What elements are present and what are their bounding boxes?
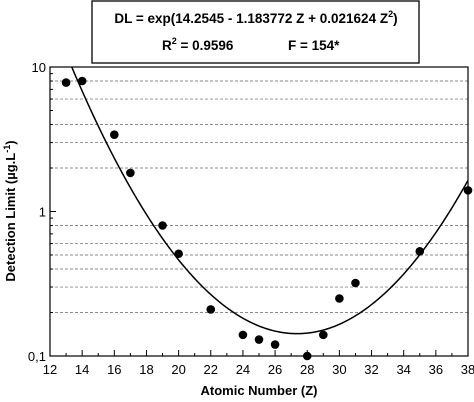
x-tick-label: 16 [107,362,121,377]
y-axis-title: Detection Limit (µg.L-1) [2,140,18,281]
data-point [110,130,119,140]
data-point [335,294,344,303]
data-point [61,78,71,87]
x-tick-label: 38 [461,362,474,377]
x-tick-label: 34 [396,362,410,377]
data-point [238,330,248,340]
fit-curve [70,67,468,335]
y-tick-label: 10 [32,60,46,75]
data-point [206,305,216,314]
fit-curve-group [70,67,468,335]
data-point [415,247,425,256]
x-tick-label: 28 [300,362,314,377]
equation-box [91,0,420,64]
x-tick-label: 20 [171,362,185,377]
x-tick-label: 36 [429,362,443,377]
y-tick-label: 0,1 [28,349,46,364]
y-axis: 0,1 1 10 [28,60,56,364]
y-tick-label: 1 [39,205,46,220]
x-tick-label: 22 [204,362,218,377]
equation-line: DL = exp(14.2545 - 1.183772 Z + 0.021624… [114,9,397,26]
data-point [158,221,167,230]
grid-lines [50,80,468,313]
r-squared-label: R2 = 0.9596 [162,36,234,53]
x-tick-label: 14 [75,362,89,377]
data-point [174,249,183,259]
x-tick-label: 18 [139,362,153,377]
x-tick-label: 26 [268,362,282,377]
x-tick-label: 32 [364,362,378,377]
data-point [126,168,135,178]
data-point [77,76,87,86]
x-axis-title: Atomic Number (Z) [201,383,318,398]
x-tick-label: 12 [43,362,57,377]
x-tick-label: 30 [332,362,346,377]
x-axis: 12 14 16 18 20 22 24 26 28 30 32 34 36 38 [43,350,474,377]
data-point [254,335,264,344]
x-tick-label: 24 [236,362,250,377]
data-point [319,330,328,340]
f-statistic-label: F = 154* [288,38,340,53]
data-points [61,76,473,361]
data-point [270,340,280,349]
equation-annotation: DL = exp(14.2545 - 1.183772 Z + 0.021624… [91,0,420,64]
data-point [351,278,360,288]
